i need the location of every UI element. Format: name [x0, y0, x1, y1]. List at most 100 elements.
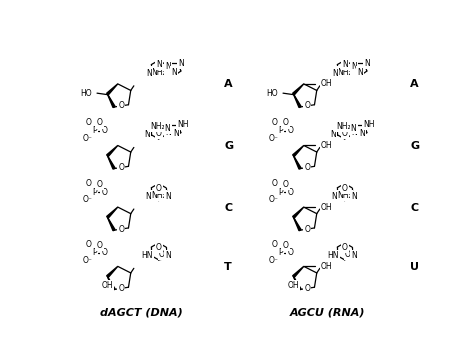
Text: OH: OH	[321, 203, 332, 211]
Text: O: O	[101, 248, 107, 257]
Text: NH: NH	[177, 120, 189, 129]
Text: U: U	[410, 262, 419, 272]
Text: P: P	[279, 188, 283, 197]
Text: O: O	[287, 248, 293, 257]
Text: N: N	[165, 66, 171, 75]
Polygon shape	[108, 277, 115, 290]
Text: O⁻: O⁻	[82, 134, 92, 143]
Text: OH: OH	[101, 281, 113, 290]
Text: HO: HO	[81, 89, 92, 98]
Text: O: O	[118, 163, 124, 172]
Text: N: N	[171, 67, 177, 76]
Text: A: A	[410, 79, 419, 90]
Text: OH: OH	[321, 141, 332, 150]
Text: P: P	[92, 248, 97, 257]
Polygon shape	[293, 156, 301, 169]
Text: N: N	[145, 192, 151, 201]
Polygon shape	[293, 217, 301, 231]
Text: P: P	[92, 188, 97, 197]
Text: N: N	[165, 63, 171, 71]
Text: O: O	[287, 188, 293, 197]
Text: O: O	[342, 129, 347, 138]
Text: T: T	[224, 262, 232, 272]
Text: NH₂: NH₂	[151, 191, 166, 200]
Text: O: O	[342, 243, 347, 252]
Text: O: O	[283, 119, 289, 127]
Text: C: C	[224, 203, 232, 213]
Text: NH₂: NH₂	[337, 67, 352, 76]
Text: O: O	[156, 184, 162, 193]
Text: NH: NH	[363, 120, 375, 129]
Polygon shape	[292, 266, 304, 277]
Text: G: G	[224, 141, 234, 151]
Text: O: O	[156, 243, 162, 252]
Text: NH₂: NH₂	[150, 122, 164, 131]
Polygon shape	[292, 84, 304, 95]
Text: N: N	[156, 60, 162, 69]
Text: N: N	[365, 59, 370, 68]
Polygon shape	[293, 277, 301, 290]
Text: N: N	[179, 59, 184, 68]
Text: O: O	[159, 250, 164, 259]
Text: N: N	[331, 192, 337, 201]
Text: NH₂: NH₂	[151, 67, 166, 76]
Text: N: N	[351, 124, 356, 133]
Text: G: G	[410, 141, 419, 151]
Text: O: O	[118, 225, 124, 234]
Text: N: N	[173, 129, 179, 138]
Text: N: N	[357, 67, 363, 76]
Text: O: O	[304, 225, 310, 234]
Text: N: N	[165, 192, 171, 201]
Text: O⁻: O⁻	[268, 256, 278, 265]
Text: O: O	[101, 126, 107, 135]
Polygon shape	[107, 207, 118, 218]
Text: N: N	[146, 69, 152, 78]
Text: N: N	[352, 251, 357, 260]
Text: O: O	[97, 180, 102, 189]
Text: O: O	[97, 119, 102, 127]
Text: P: P	[92, 126, 97, 135]
Text: N: N	[330, 130, 336, 139]
Text: O: O	[118, 284, 124, 293]
Polygon shape	[107, 84, 118, 95]
Text: O: O	[304, 163, 310, 172]
Text: C: C	[410, 203, 419, 213]
Text: O: O	[287, 126, 293, 135]
Text: O: O	[118, 102, 124, 110]
Text: O: O	[272, 240, 278, 249]
Text: N: N	[352, 63, 357, 71]
Text: HN: HN	[142, 251, 153, 260]
Polygon shape	[293, 94, 301, 107]
Text: O: O	[272, 118, 278, 127]
Text: N: N	[165, 251, 171, 260]
Text: N: N	[352, 66, 357, 75]
Text: O: O	[86, 179, 91, 188]
Polygon shape	[107, 146, 118, 157]
Text: dAGCT (DNA): dAGCT (DNA)	[100, 307, 183, 317]
Text: O: O	[272, 179, 278, 188]
Text: O⁻: O⁻	[268, 195, 278, 205]
Polygon shape	[292, 207, 304, 218]
Text: O: O	[283, 180, 289, 189]
Polygon shape	[108, 217, 115, 231]
Text: NH₂: NH₂	[336, 122, 350, 131]
Text: O⁻: O⁻	[82, 256, 92, 265]
Text: N: N	[359, 129, 365, 138]
Text: N: N	[165, 124, 171, 133]
Text: O⁻: O⁻	[82, 195, 92, 205]
Text: HN: HN	[328, 251, 339, 260]
Text: HO: HO	[267, 89, 278, 98]
Text: OH: OH	[321, 79, 332, 88]
Text: N: N	[145, 130, 150, 139]
Text: N: N	[165, 128, 171, 137]
Text: O: O	[101, 188, 107, 197]
Polygon shape	[292, 146, 304, 157]
Text: P: P	[279, 126, 283, 135]
Text: O: O	[304, 102, 310, 110]
Text: O: O	[304, 284, 310, 293]
Text: N: N	[332, 69, 338, 78]
Text: OH: OH	[288, 281, 299, 290]
Text: O: O	[342, 184, 347, 193]
Polygon shape	[108, 156, 115, 169]
Text: O⁻: O⁻	[268, 134, 278, 143]
